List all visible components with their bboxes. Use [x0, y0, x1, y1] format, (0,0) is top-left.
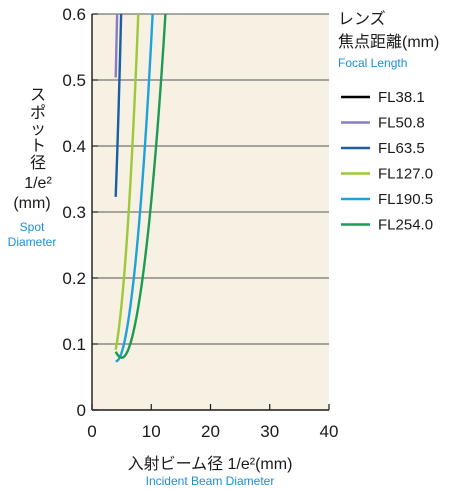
ylabel-jp-5: 径 [30, 154, 46, 172]
ytick-label-4: 0.4 [62, 137, 86, 156]
legend-title-jp-1: レンズ [338, 10, 386, 28]
xlabel-en: Incident Beam Diameter [146, 474, 275, 488]
y-axis-label: ス ポ ッ ト 径 1/e² (mm) Spot Diameter [8, 87, 57, 249]
legend-label-0: FL38.1 [378, 89, 425, 106]
xtick-label-4: 40 [320, 422, 339, 441]
legend-label-1: FL50.8 [378, 115, 425, 132]
legend-label-2: FL63.5 [378, 140, 425, 157]
tick-labels: 0 0.1 0.2 0.3 0.4 0.5 0.6 0 10 20 30 40 [62, 5, 338, 441]
legend-label-4: FL190.5 [378, 191, 433, 208]
xtick-label-2: 20 [201, 422, 220, 441]
legend: レンズ 焦点距離(mm) Focal Length FL38.1 FL50.8 FL… [338, 10, 439, 234]
xtick-label-0: 0 [87, 422, 96, 441]
series-lines [114, 14, 167, 363]
ylabel-unit-mm: (mm) [13, 195, 50, 212]
legend-title-en: Focal Length [338, 56, 407, 70]
ytick-label-1: 0.1 [62, 335, 86, 354]
legend-label-5: FL254.0 [378, 217, 433, 234]
ylabel-jp-4: ト [30, 138, 46, 155]
ylabel-en-2: Diameter [8, 235, 57, 249]
legend-label-3: FL127.0 [378, 166, 433, 183]
ytick-label-6: 0.6 [62, 5, 86, 24]
ylabel-jp-2: ポ [30, 104, 46, 122]
ylabel-unit: 1/e² [24, 175, 52, 192]
series-line-fl254-0 [114, 14, 167, 359]
xtick-label-3: 30 [260, 422, 279, 441]
ytick-label-5: 0.5 [62, 71, 86, 90]
ytick-label-3: 0.3 [62, 203, 86, 222]
ylabel-jp-1: ス [30, 87, 46, 104]
ylabel-jp-3: ッ [30, 121, 46, 138]
legend-title-jp-2: 焦点距離(mm) [338, 33, 439, 51]
xlabel-jp: 入射ビーム径 1/e²(mm) [128, 455, 293, 473]
ytick-label-2: 0.2 [62, 269, 86, 288]
xtick-label-1: 10 [142, 422, 161, 441]
ylabel-en-1: Spot [20, 220, 45, 234]
axis-ticks [91, 13, 330, 411]
series-line-fl190-5 [115, 14, 154, 363]
ytick-label-0: 0 [77, 401, 86, 420]
